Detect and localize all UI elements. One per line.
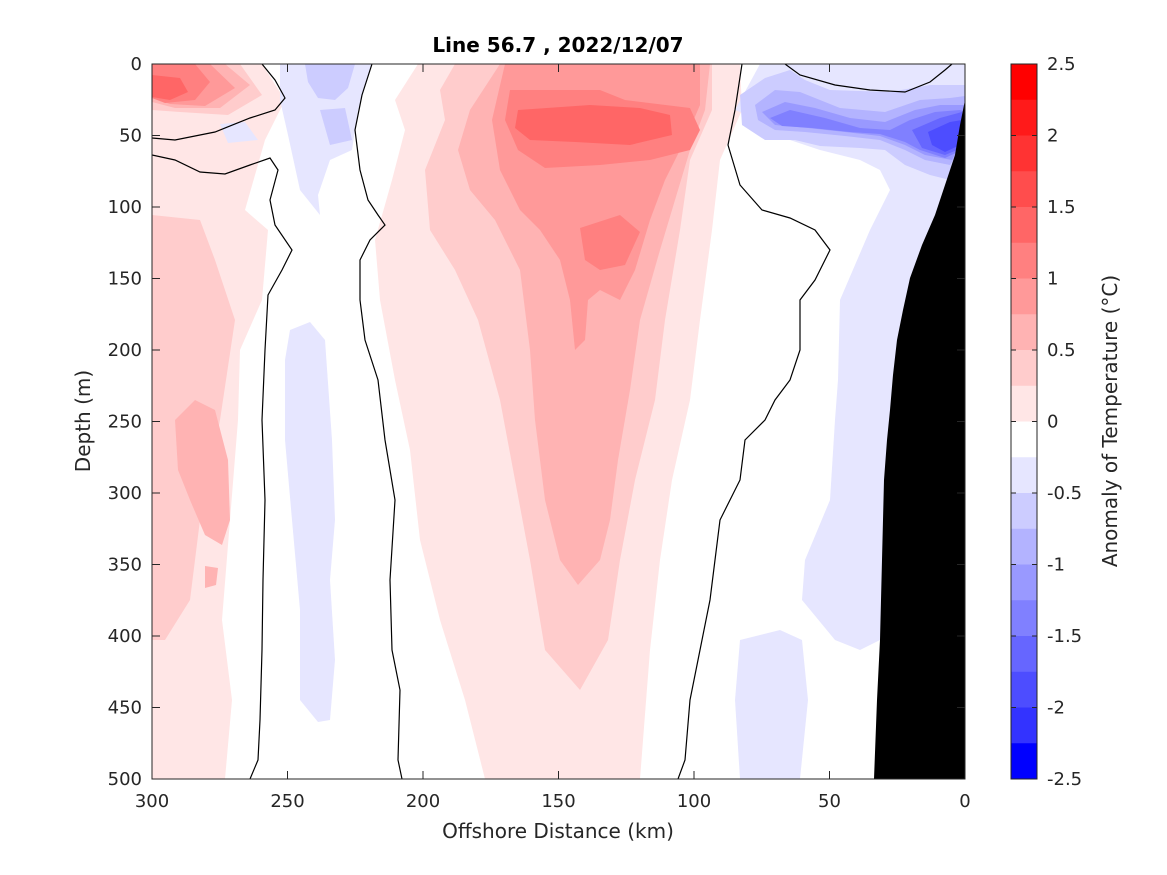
y-tick-label: 100: [108, 197, 142, 218]
colorbar-tick-label: 1.5: [1047, 197, 1076, 218]
y-tick-label: 0: [131, 54, 142, 75]
colorbar-swatch: [1011, 421, 1037, 458]
cold-level-7-nearshore: [928, 120, 962, 152]
colorbar: [1010, 63, 1038, 780]
cold-anomaly-fills: [220, 64, 965, 779]
colorbar-tick-label: 2: [1047, 126, 1058, 147]
warm-level-6-central: [515, 105, 672, 145]
y-tick-label: 300: [108, 483, 142, 504]
x-tick-label: 300: [135, 791, 169, 812]
seafloor-mask: [874, 100, 965, 779]
x-tick-label: 0: [959, 791, 970, 812]
colorbar-swatch: [1011, 242, 1037, 279]
colorbar-tick-label: 0: [1047, 412, 1058, 433]
colorbar-swatch: [1011, 457, 1037, 494]
colorbar-swatch: [1011, 350, 1037, 387]
plot-area: [152, 64, 965, 779]
cold-band-60km: [735, 630, 808, 779]
y-tick-label: 250: [108, 412, 142, 433]
y-tick-label: 500: [108, 769, 142, 790]
colorbar-swatch: [1011, 528, 1037, 565]
colorbar-swatch: [1011, 135, 1037, 172]
cold-band-240km-deep: [285, 322, 335, 722]
x-tick-label: 250: [270, 791, 304, 812]
colorbar-label: Anomaly of Temperature (°C): [1098, 275, 1122, 567]
colorbar-tick-label: -1.5: [1047, 626, 1082, 647]
colorbar-swatch: [1011, 171, 1037, 208]
y-tick-label: 400: [108, 626, 142, 647]
colorbar-swatch: [1011, 278, 1037, 315]
chart-title: Line 56.7 , 2022/12/07: [432, 33, 683, 57]
colorbar-tick-label: 1: [1047, 269, 1058, 290]
x-axis-label: Offshore Distance (km): [442, 819, 674, 843]
colorbar-swatch: [1011, 314, 1037, 351]
x-tick-label: 200: [406, 791, 440, 812]
colorbar-swatch: [1011, 564, 1037, 601]
colorbar-tick-label: -2: [1047, 698, 1065, 719]
y-tick-label: 50: [119, 126, 142, 147]
cold-level-2-spot: [320, 108, 352, 145]
colorbar-swatch: [1011, 743, 1037, 780]
colorbar-tick-label: -1: [1047, 555, 1065, 576]
colorbar-tick-label: 0.5: [1047, 340, 1076, 361]
cold-spot-60m: [220, 122, 258, 143]
colorbar-swatch: [1011, 493, 1037, 530]
zero-contour-surface-offshore-2: [152, 154, 293, 779]
cold-level-2-surface-240: [305, 64, 355, 100]
cold-level-5-nearshore: [770, 110, 965, 158]
colorbar-swatch: [1011, 636, 1037, 673]
warm-level-3-deep-offshore: [175, 400, 230, 545]
x-tick-label: 50: [818, 791, 841, 812]
y-axis: 0 50 100 150 200 250 300 350 400 450 500: [108, 54, 965, 790]
zero-contour-100km: [677, 64, 831, 779]
zero-contour-surface-offshore: [152, 64, 286, 141]
colorbar-swatch: [1011, 99, 1037, 136]
zero-contour-210km: [354, 64, 403, 779]
y-tick-label: 150: [108, 269, 142, 290]
y-tick-label: 200: [108, 340, 142, 361]
colorbar-swatch: [1011, 385, 1037, 422]
colorbar-swatch: [1011, 707, 1037, 744]
warm-level-6-surface-offshore: [152, 75, 188, 100]
colorbar-swatch: [1011, 600, 1037, 637]
x-tick-label: 150: [541, 791, 575, 812]
colorbar-axis: 2.5 2 1.5 1 0.5 0 -0.5 -1 -1.5 -2 -2.5: [1011, 54, 1082, 790]
colorbar-swatch: [1011, 64, 1037, 101]
colorbar-tick-label: 2.5: [1047, 54, 1076, 75]
cold-band-240km-surface: [280, 64, 372, 215]
colorbar-swatch: [1011, 671, 1037, 708]
zero-contour-lines: [152, 64, 953, 779]
y-tick-label: 450: [108, 698, 142, 719]
x-axis: 300 250 200 150 100 50 0: [135, 64, 971, 812]
y-axis-label: Depth (m): [71, 370, 95, 472]
zero-contour-nearshore-top: [784, 64, 953, 93]
colorbar-swatch: [1011, 207, 1037, 244]
warm-anomaly-fills: [152, 64, 965, 779]
y-tick-label: 350: [108, 555, 142, 576]
x-tick-label: 100: [677, 791, 711, 812]
colorbar-tick-label: -0.5: [1047, 483, 1082, 504]
warm-level-5-140m: [580, 215, 640, 270]
warm-spot-300m: [205, 566, 218, 588]
colorbar-tick-label: -2.5: [1047, 769, 1082, 790]
